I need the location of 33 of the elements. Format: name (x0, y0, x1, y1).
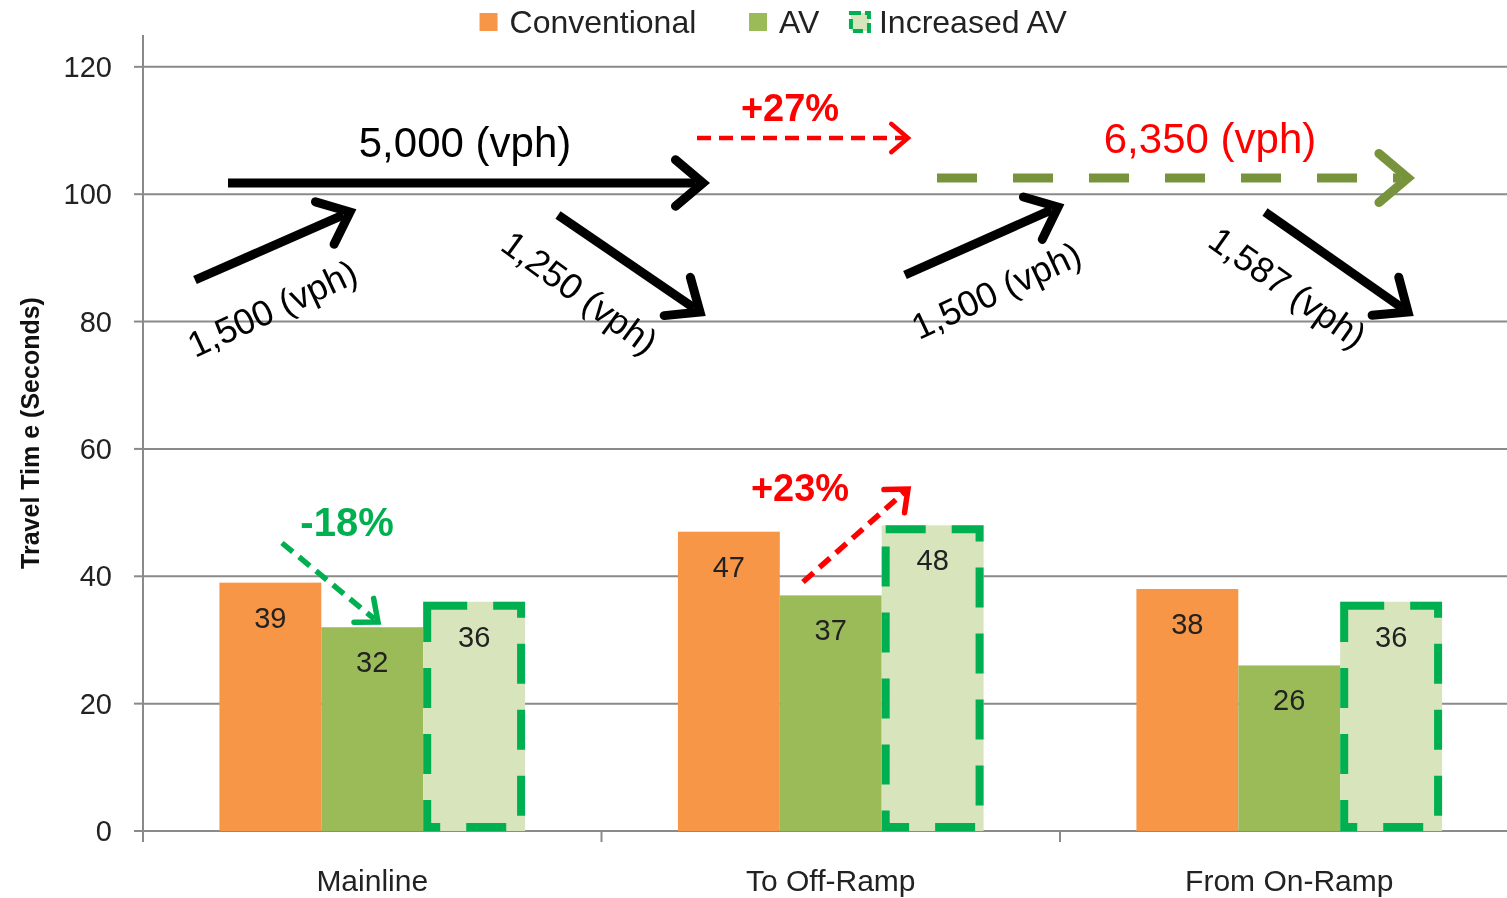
data-label: 37 (814, 614, 847, 647)
y-tick-label: 40 (79, 560, 112, 593)
y-tick-label: 0 (95, 815, 112, 847)
legend-label: AV (779, 4, 821, 40)
y-tick-label: 20 (79, 687, 112, 720)
legend-label: Conventional (509, 4, 697, 40)
bar (677, 531, 780, 831)
y-axis-title: Travel Tim e (Seconds) (16, 297, 44, 569)
y-tick-label: 120 (63, 50, 112, 83)
data-label: 32 (356, 646, 389, 679)
annotation: 1,500 (vph) (904, 232, 1088, 348)
data-label: 39 (254, 601, 287, 634)
x-tick-label: From On-Ramp (1185, 863, 1394, 897)
data-label: 36 (1375, 620, 1408, 653)
data-label: 47 (712, 550, 745, 583)
data-label: 48 (916, 544, 949, 577)
annotation: -18% (300, 500, 394, 544)
data-label: 38 (1171, 608, 1204, 641)
x-tick-label: Mainline (316, 863, 429, 897)
y-tick-label: 60 (79, 432, 112, 465)
y-tick-label: 100 (63, 178, 112, 211)
y-tick-label: 80 (79, 305, 112, 338)
bar (1136, 589, 1239, 831)
x-tick-label: To Off-Ramp (746, 863, 916, 897)
annotation: 1,500 (vph) (180, 250, 364, 366)
data-label: 36 (458, 620, 491, 653)
data-label: 26 (1273, 684, 1306, 717)
annotation: +23% (750, 467, 850, 509)
annotation: +27% (740, 87, 840, 129)
legend-label: Increased AV (878, 4, 1068, 40)
bar (219, 582, 322, 831)
annotation: 5,000 (vph) (358, 118, 572, 166)
annotation: 6,350 (vph) (1103, 114, 1317, 162)
